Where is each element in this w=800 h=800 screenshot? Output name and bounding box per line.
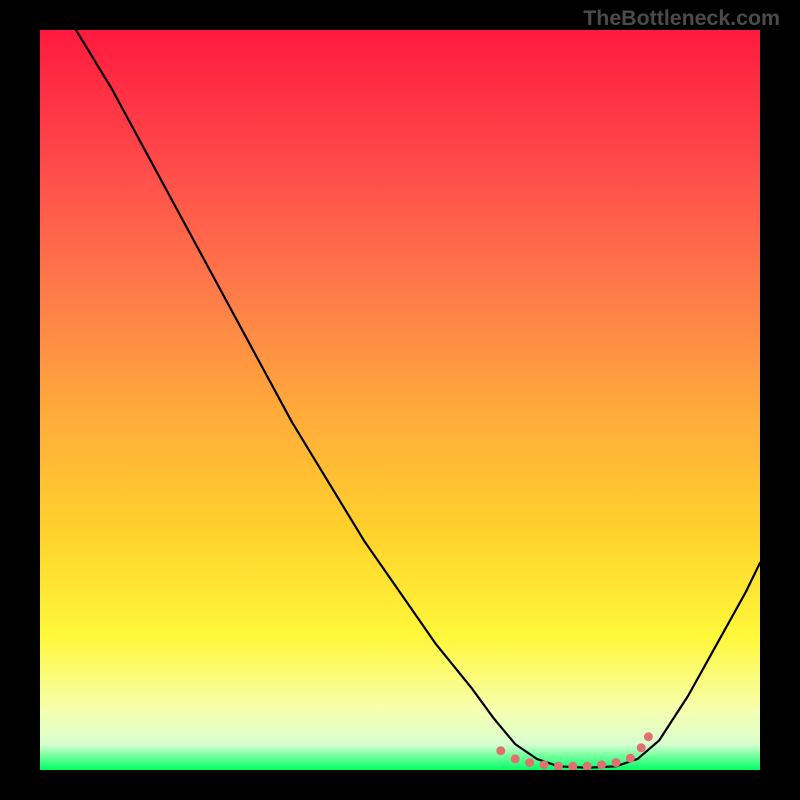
chart-frame: TheBottleneck.com xyxy=(0,0,800,800)
bottleneck-curve xyxy=(40,30,760,770)
good-zone-marker xyxy=(554,762,563,770)
good-zone-marker xyxy=(626,754,635,763)
plot-area xyxy=(40,30,760,770)
good-zone-marker xyxy=(612,758,621,767)
good-zone-marker xyxy=(583,762,592,770)
good-zone-marker xyxy=(540,760,549,769)
good-zone-marker xyxy=(637,743,646,752)
good-zone-marker xyxy=(511,754,520,763)
good-zone-marker xyxy=(597,760,606,769)
good-zone-marker xyxy=(568,762,577,770)
good-zone-marker xyxy=(644,732,653,741)
curve-path xyxy=(76,30,760,768)
good-zone-marker xyxy=(496,746,505,755)
watermark-text: TheBottleneck.com xyxy=(583,6,780,31)
good-zone-marker xyxy=(525,758,534,767)
